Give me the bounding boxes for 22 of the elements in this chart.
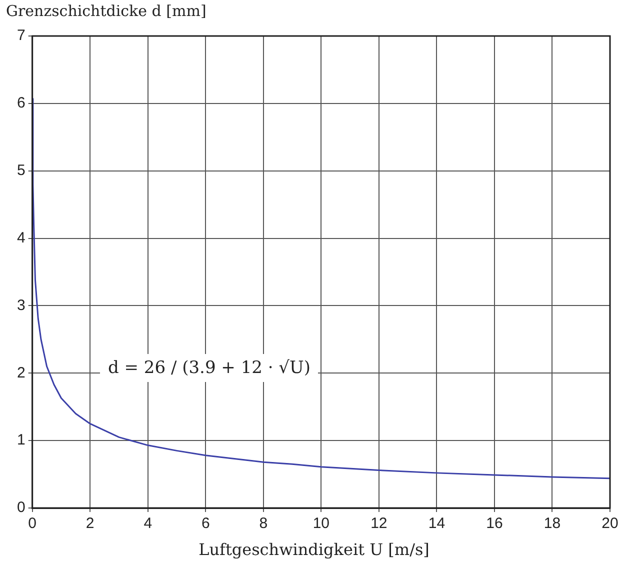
x-tick-label: 10: [312, 515, 330, 532]
x-tick-label: 20: [602, 515, 618, 532]
y-tick-label: 2: [17, 364, 26, 382]
y-tick-label: 3: [17, 296, 26, 314]
x-tick-label: 2: [86, 515, 94, 532]
x-tick-label: 12: [370, 515, 388, 532]
x-tick-label: 8: [259, 515, 268, 532]
y-tick-label: 1: [17, 432, 26, 449]
y-tick-label: 6: [17, 94, 26, 112]
y-tick-label: 7: [17, 27, 26, 44]
x-tick-label: 6: [201, 515, 210, 532]
x-tick-label: 16: [486, 515, 503, 532]
annotation: d = 26 / (3.9 + 12 · √U): [100, 354, 318, 382]
y-axis-title: Grenzschichtdicke d [mm]: [6, 2, 206, 20]
y-tick-label: 0: [17, 499, 26, 516]
x-tick-label: 18: [544, 515, 561, 532]
y-tick-label: 4: [17, 229, 26, 246]
x-tick-label: 14: [428, 515, 446, 532]
x-axis-title: Luftgeschwindigkeit U [m/s]: [198, 540, 430, 559]
y-tick-label: 5: [17, 162, 26, 179]
x-tick-label: 0: [28, 515, 37, 532]
x-tick-label: 4: [144, 515, 152, 532]
